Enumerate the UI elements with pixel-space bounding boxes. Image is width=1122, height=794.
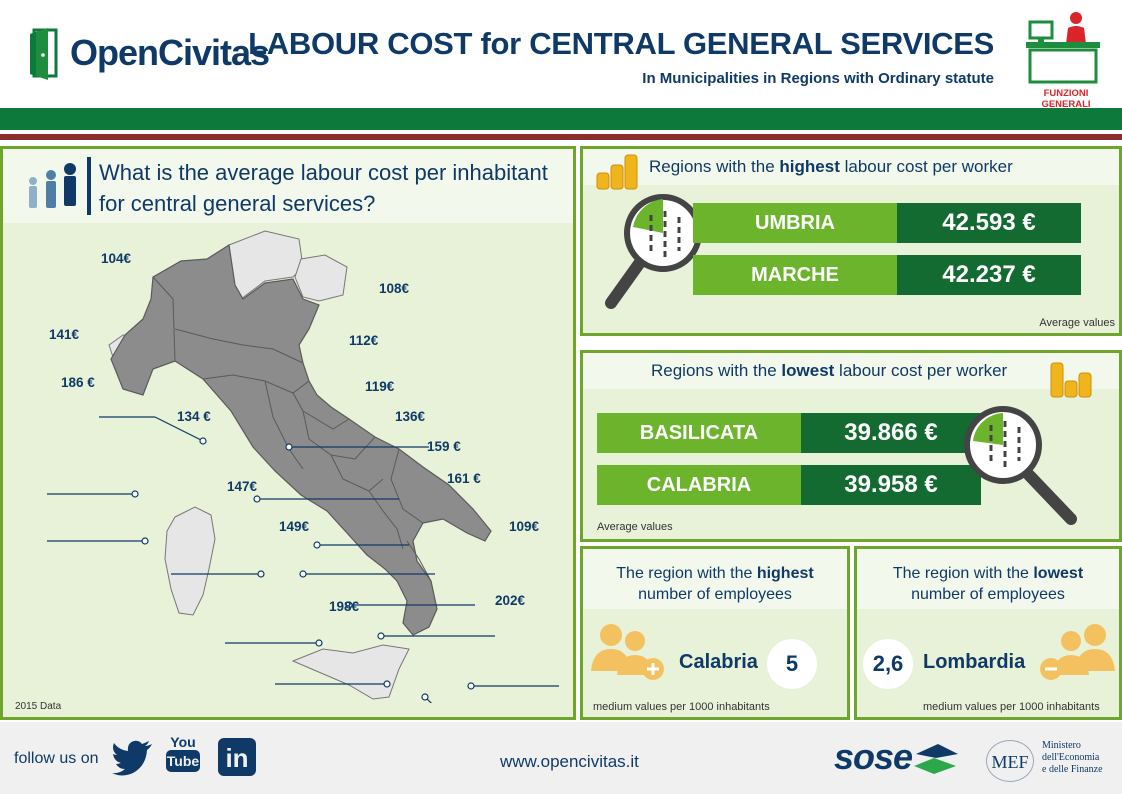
average-values-note: Average values [1039, 317, 1115, 329]
medium-values-note: medium values per 1000 inhabitants [593, 701, 770, 713]
opencivitas-logo[interactable]: OpenCivitas [28, 26, 270, 82]
region-name-cell: CALABRIA [597, 465, 801, 505]
sose-arrows-icon [914, 744, 958, 774]
question-accent-bar [87, 157, 91, 215]
logo-text: OpenCivitas [70, 32, 270, 73]
linkedin-icon[interactable]: in [218, 738, 256, 776]
question-box: What is the average labour cost per inha… [3, 149, 573, 223]
page-subtitle: In Municipalities in Regions with Ordina… [642, 70, 994, 87]
people-plus-icon [591, 624, 664, 680]
map-label: 198€ [329, 599, 360, 614]
red-band [0, 134, 1122, 140]
heading-bold: highest [756, 565, 814, 582]
youtube-tube: Tube [166, 750, 200, 772]
funzioni-generali-badge: FUNZIONI GENERALI [1024, 10, 1114, 110]
map-label: 136€ [395, 409, 426, 424]
sose-logo: sose [834, 736, 913, 777]
region-name-cell: BASILICATA [597, 413, 801, 453]
page-title: LABOUR COST for CENTRAL GENERAL SERVICES [248, 26, 994, 61]
employees-highest-panel: The region with the highest number of em… [580, 546, 850, 720]
region-value-cell: 39.866 € [801, 413, 981, 453]
region-value-cell: 42.237 € [897, 255, 1081, 295]
heading-pre: Regions with the [649, 157, 780, 176]
employees-highest-value: 5 [767, 639, 817, 689]
badge-label: FUNZIONI GENERALI [1041, 88, 1091, 110]
map-label: 186 € [61, 375, 95, 390]
employees-lowest-heading: The region with the lowest number of emp… [857, 549, 1119, 609]
youtube-icon[interactable]: You Tube [166, 734, 200, 778]
employees-highest-heading: The region with the highest number of em… [583, 549, 847, 609]
employees-highest-region: Calabria [679, 651, 758, 673]
medium-values-note: medium values per 1000 inhabitants [923, 701, 1100, 713]
region-name-cell: MARCHE [693, 255, 897, 295]
question-line-1: What is the average labour cost per inha… [99, 160, 548, 185]
mef-text: Ministero dell'Economia e delle Finanze [1042, 740, 1103, 776]
heading-line-2: number of employees [911, 586, 1065, 603]
heading-pre: Regions with the [651, 361, 782, 380]
highest-cost-panel: Regions with the highest labour cost per… [580, 146, 1122, 336]
people-minus-icon [1040, 624, 1115, 680]
region-value-cell: 39.958 € [801, 465, 981, 505]
map-label: 147€ [227, 479, 258, 494]
map-label: 149€ [279, 519, 310, 534]
data-year-note: 2015 Data [15, 701, 62, 712]
white-band [0, 130, 1122, 134]
office-desk-icon [1026, 12, 1100, 84]
region-sicily [291, 644, 410, 700]
map-label: 112€ [349, 333, 379, 348]
map-label: 161 € [447, 471, 481, 486]
map-leader-lines [47, 416, 559, 703]
map-label: 202€ [495, 593, 526, 608]
follow-us-label: follow us on [14, 750, 99, 767]
magnifier-icon [964, 406, 1077, 525]
map-label: 104€ [101, 251, 132, 266]
highest-cost-heading: Regions with the highest labour cost per… [583, 149, 1119, 185]
mef-line-1: Ministero [1042, 740, 1081, 751]
header: OpenCivitas LABOUR COST for CENTRAL GENE… [0, 0, 1122, 110]
heading-pre: The region with the [616, 565, 757, 582]
question-text: What is the average labour cost per inha… [99, 157, 548, 219]
region-value-cell: 42.593 € [897, 203, 1081, 243]
map-panel: What is the average labour cost per inha… [0, 146, 576, 720]
mef-line-2: dell'Economia [1042, 752, 1100, 763]
map-label: 109€ [509, 519, 540, 534]
region-name-cell: UMBRIA [693, 203, 897, 243]
heading-post: labour cost per worker [834, 361, 1008, 380]
people-icon [29, 163, 76, 208]
employees-lowest-panel: The region with the lowest number of emp… [854, 546, 1122, 720]
heading-bold: lowest [781, 361, 835, 380]
youtube-you: You [170, 734, 196, 750]
italy-map [47, 230, 559, 703]
question-line-2: for central general services? [99, 191, 376, 216]
heading-post: labour cost per worker [839, 157, 1013, 176]
employees-lowest-region: Lombardia [923, 651, 1026, 673]
mef-logo: MEF [986, 740, 1034, 782]
heading-line-2: number of employees [638, 586, 792, 603]
region-sardinia [164, 506, 216, 616]
door-icon [30, 28, 58, 80]
lowest-cost-panel: Regions with the lowest labour cost per … [580, 350, 1122, 542]
map-label: 108€ [379, 281, 410, 296]
twitter-icon[interactable] [112, 740, 154, 776]
coins-icon [596, 154, 638, 190]
green-band [0, 108, 1122, 130]
website-link[interactable]: www.opencivitas.it [500, 752, 639, 771]
map-label: 119€ [365, 379, 395, 394]
coins-icon [1050, 362, 1092, 398]
heading-bold: lowest [1033, 565, 1084, 582]
magnifier-icon [605, 194, 702, 309]
average-values-note: Average values [597, 521, 673, 533]
mef-line-3: e delle Finanze [1042, 764, 1103, 775]
footer: follow us on You Tube in www.opencivitas… [0, 722, 1122, 794]
region-friuli [294, 254, 348, 302]
map-label: 134 € [177, 409, 211, 424]
lowest-cost-heading: Regions with the lowest labour cost per … [583, 353, 1119, 389]
employees-lowest-value: 2,6 [863, 639, 913, 689]
region-mainland [110, 243, 492, 636]
heading-bold: highest [779, 157, 840, 176]
heading-pre: The region with the [892, 565, 1034, 582]
map-label: 159 € [427, 439, 461, 454]
map-label: 141€ [49, 327, 80, 342]
